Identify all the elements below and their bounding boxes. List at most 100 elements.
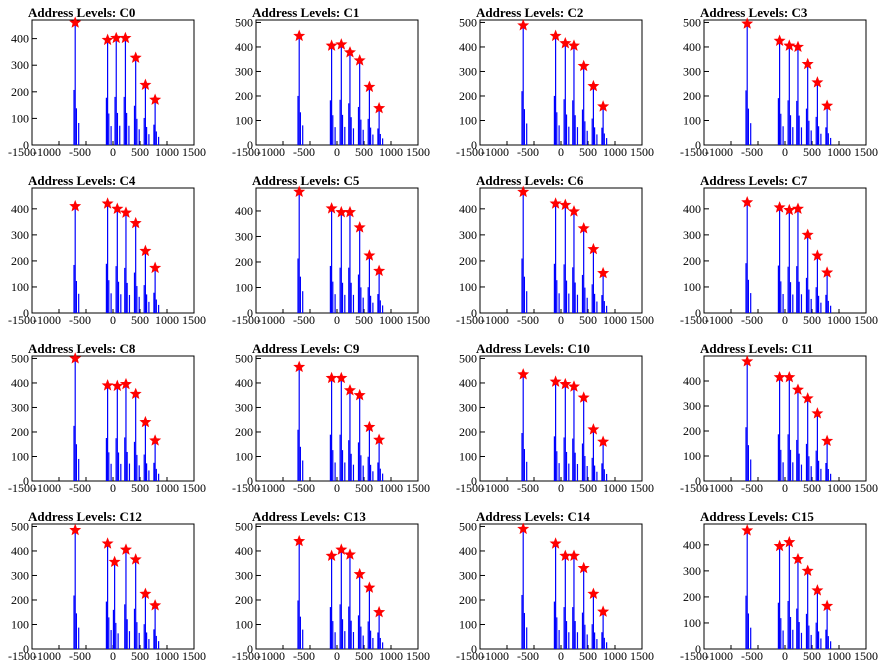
peak-marker: [325, 39, 338, 51]
y-tick-label: 200: [235, 89, 253, 103]
peak-marker: [293, 29, 306, 42]
y-tick-label: 0: [23, 138, 29, 152]
x-tick-label: -500: [293, 481, 315, 495]
plot-frame: [479, 187, 643, 314]
y-tick-label: 300: [11, 58, 29, 72]
plot-frame: [703, 187, 867, 314]
peak-marker: [111, 379, 124, 392]
peak-marker: [821, 599, 834, 612]
peak-marker: [741, 524, 754, 536]
x-tick-label: 0: [334, 145, 340, 159]
y-tick-label: 0: [247, 138, 253, 152]
y-tick-label: 100: [683, 113, 701, 127]
x-tick-label: 1000: [155, 649, 179, 663]
peak-marker: [119, 377, 132, 390]
peak-marker: [101, 197, 114, 209]
peak-marker: [811, 249, 824, 261]
y-tick-label: 200: [235, 593, 253, 607]
histogram-panel: Address Levels: C7 0 100 200 300 400 -1500-100…: [680, 173, 878, 327]
peak-marker: [597, 266, 610, 279]
x-tick-label: 1500: [406, 481, 430, 495]
x-tick-label: -1500: [456, 481, 484, 495]
histogram-panel: Address Levels: C12 0 100 200 300 400 500 -1500…: [8, 509, 206, 663]
x-tick-label: -1500: [456, 649, 484, 663]
x-tick-label: 1000: [827, 649, 851, 663]
peak-marker: [69, 523, 82, 536]
x-tick-label: 0: [110, 481, 116, 495]
y-tick-label: 0: [247, 474, 253, 488]
x-tick-label: 0: [782, 481, 788, 495]
x-tick-label: 500: [355, 145, 373, 159]
peak-marker: [353, 567, 366, 580]
peak-marker: [69, 352, 82, 364]
peak-marker: [577, 222, 590, 234]
y-tick-label: 300: [459, 64, 477, 78]
y-tick-label: 400: [235, 204, 253, 218]
peak-marker: [335, 38, 348, 50]
x-tick-label: -500: [517, 481, 539, 495]
peak-marker: [783, 370, 796, 383]
peak-marker: [811, 584, 824, 596]
y-tick-label: 0: [695, 474, 701, 488]
y-tick-label: 100: [235, 280, 253, 294]
panel-title: Address Levels: C11: [700, 341, 813, 356]
x-tick-label: -500: [517, 649, 539, 663]
x-tick-label: 500: [803, 481, 821, 495]
x-tick-label: -1500: [232, 481, 260, 495]
y-tick-label: 400: [459, 40, 477, 54]
y-tick-label: 400: [11, 32, 29, 46]
y-tick-label: 200: [683, 89, 701, 103]
y-tick-label: 500: [235, 15, 253, 29]
y-tick-label: 100: [235, 449, 253, 463]
peak-marker: [821, 99, 834, 111]
peak-marker: [373, 264, 386, 277]
x-tick-label: -1000: [33, 313, 61, 327]
y-tick-label: 100: [683, 449, 701, 463]
x-tick-label: 1000: [603, 649, 627, 663]
x-tick-label: 1000: [155, 145, 179, 159]
x-tick-label: -1500: [680, 481, 708, 495]
histogram-panel: Address Levels: C0 0 100 200 300 400 -1500-100…: [8, 5, 206, 159]
x-tick-label: -1000: [481, 649, 509, 663]
x-tick-label: 1500: [630, 481, 654, 495]
x-tick-label: 0: [110, 313, 116, 327]
y-tick-label: 400: [683, 538, 701, 552]
plot-frame: [255, 355, 419, 482]
y-tick-label: 0: [23, 474, 29, 488]
y-tick-label: 400: [459, 544, 477, 558]
x-tick-label: 1000: [379, 481, 403, 495]
peak-marker: [373, 605, 386, 618]
y-tick-label: 200: [683, 254, 701, 268]
y-tick-label: 100: [11, 617, 29, 631]
plot-frame: [479, 19, 643, 146]
x-tick-label: -500: [69, 313, 91, 327]
peak-marker: [325, 202, 338, 214]
peak-marker: [791, 383, 804, 395]
y-tick-label: 0: [247, 642, 253, 656]
plot-frame: [479, 523, 643, 650]
x-tick-label: -500: [293, 313, 315, 327]
y-tick-label: 300: [11, 228, 29, 242]
peak-marker: [773, 539, 786, 552]
x-tick-label: 1000: [827, 313, 851, 327]
peak-marker: [293, 185, 306, 197]
x-tick-label: 500: [803, 649, 821, 663]
x-tick-label: 500: [579, 481, 597, 495]
y-tick-label: 0: [23, 306, 29, 320]
peak-marker: [139, 587, 152, 599]
peak-marker: [111, 202, 124, 214]
x-tick-label: 500: [579, 649, 597, 663]
panel-title: Address Levels: C13: [252, 509, 366, 524]
y-tick-label: 300: [11, 400, 29, 414]
y-tick-label: 200: [235, 425, 253, 439]
x-tick-label: -500: [517, 313, 539, 327]
y-tick-label: 500: [683, 15, 701, 29]
x-tick-label: -500: [741, 313, 763, 327]
x-tick-label: -1000: [705, 649, 733, 663]
peak-marker: [821, 266, 834, 278]
y-tick-label: 0: [471, 306, 477, 320]
y-tick-label: 300: [235, 64, 253, 78]
x-tick-label: 0: [558, 481, 564, 495]
peak-marker: [559, 377, 572, 390]
plot-frame: [31, 187, 195, 314]
